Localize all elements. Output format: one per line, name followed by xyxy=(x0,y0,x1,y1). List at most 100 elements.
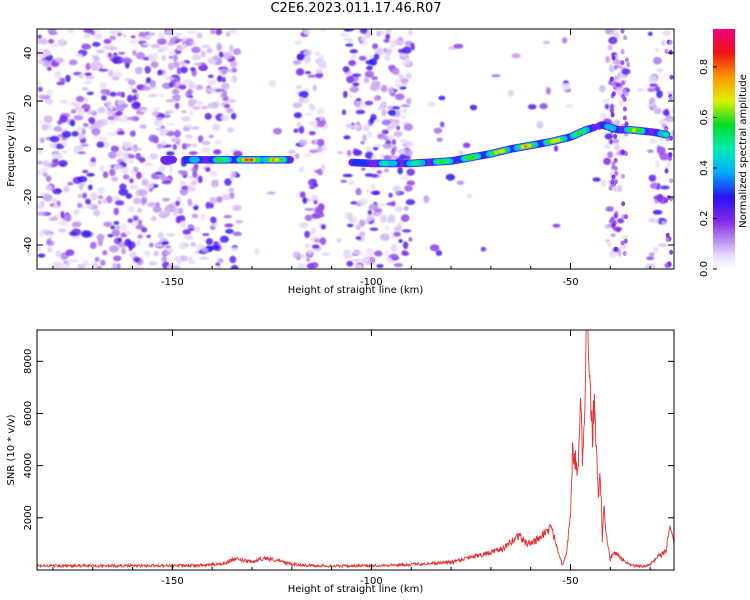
noise-speck xyxy=(385,33,391,40)
noise-speck xyxy=(71,109,76,114)
ridge-blob xyxy=(444,158,451,164)
noise-speck xyxy=(109,91,117,97)
noise-speck xyxy=(157,69,163,76)
noise-speck xyxy=(384,225,390,230)
noise-speck xyxy=(207,79,217,86)
noise-speck xyxy=(186,185,196,192)
noise-speck xyxy=(343,135,351,140)
noise-speck xyxy=(370,174,379,178)
noise-speck xyxy=(115,225,121,230)
noise-speck xyxy=(140,108,149,113)
noise-speck xyxy=(624,214,628,220)
noise-speck xyxy=(399,138,408,144)
noise-speck xyxy=(348,94,354,98)
noise-speck xyxy=(344,29,355,32)
noise-speck xyxy=(200,147,211,153)
y-tick-label: 8000 xyxy=(23,349,34,374)
noise-speck xyxy=(396,125,401,131)
noise-speck xyxy=(42,171,48,177)
noise-speck xyxy=(61,141,69,146)
ridge-blob xyxy=(580,128,587,134)
noise-speck xyxy=(70,119,76,127)
noise-speck xyxy=(224,223,234,228)
noise-speck xyxy=(149,242,154,248)
noise-speck xyxy=(623,238,628,244)
noise-speck xyxy=(374,47,385,56)
noise-speck xyxy=(50,43,60,48)
noise-speck xyxy=(287,149,296,155)
noise-speck xyxy=(319,116,325,121)
noise-speck xyxy=(65,74,71,83)
ridge-blob xyxy=(415,160,421,166)
noise-speck xyxy=(141,227,148,233)
noise-speck xyxy=(37,160,44,165)
noise-speck xyxy=(613,158,618,163)
noise-speck xyxy=(624,121,629,127)
noise-speck xyxy=(313,248,320,252)
noise-speck xyxy=(221,82,230,90)
noise-speck xyxy=(228,188,235,192)
noise-speck xyxy=(647,149,654,153)
noise-speck xyxy=(156,127,162,131)
noise-speck xyxy=(145,77,152,84)
y-tick-label: 6000 xyxy=(23,401,34,426)
noise-speck xyxy=(82,80,92,85)
noise-speck xyxy=(669,178,674,184)
noise-speck xyxy=(112,195,121,202)
noise-speck xyxy=(161,177,172,182)
noise-speck xyxy=(611,161,616,167)
noise-speck xyxy=(88,117,96,123)
noise-speck xyxy=(42,194,53,202)
noise-speck xyxy=(367,209,372,215)
noise-speck xyxy=(196,100,204,106)
noise-speck xyxy=(68,59,78,66)
noise-speck xyxy=(161,256,168,262)
noise-speck xyxy=(77,194,82,199)
noise-speck xyxy=(87,110,97,115)
noise-speck xyxy=(429,244,440,252)
noise-speck xyxy=(612,80,617,85)
noise-speck xyxy=(613,165,618,171)
noise-speck xyxy=(218,51,224,58)
noise-speck xyxy=(95,119,104,128)
noise-speck xyxy=(402,108,407,114)
noise-speck xyxy=(96,141,105,148)
noise-speck xyxy=(69,102,80,106)
noise-speck xyxy=(171,265,181,269)
noise-speck xyxy=(77,151,86,155)
noise-speck xyxy=(77,126,84,132)
noise-speck xyxy=(225,31,231,37)
noise-speck xyxy=(187,224,195,229)
noise-speck xyxy=(175,216,181,224)
noise-speck xyxy=(67,29,75,34)
noise-speck xyxy=(372,43,379,50)
noise-speck xyxy=(190,67,196,72)
noise-speck xyxy=(147,202,157,208)
noise-speck xyxy=(102,171,109,179)
noise-speck xyxy=(153,250,159,257)
noise-speck xyxy=(60,210,65,219)
noise-speck xyxy=(406,99,411,104)
noise-speck xyxy=(388,192,393,198)
noise-speck xyxy=(365,248,375,256)
noise-speck xyxy=(210,216,217,224)
snr-axes: -150 -100 -50 2000 4000 6000 8000 Height of str… xyxy=(6,329,675,595)
noise-speck xyxy=(374,143,382,148)
noise-speck xyxy=(188,111,194,116)
noise-speck xyxy=(62,214,72,222)
noise-speck xyxy=(46,238,52,245)
ridge-blob xyxy=(245,158,248,161)
noise-speck xyxy=(384,250,389,256)
noise-speck xyxy=(93,209,100,217)
noise-speck xyxy=(54,70,62,79)
noise-speck xyxy=(166,122,175,126)
noise-speck xyxy=(86,172,95,177)
noise-speck xyxy=(393,231,401,237)
noise-speck xyxy=(114,200,125,206)
noise-speck xyxy=(200,44,211,49)
noise-speck xyxy=(40,167,48,173)
colorbar-tick-label: 0.2 xyxy=(699,211,710,227)
noise-speck xyxy=(122,57,133,64)
noise-speck xyxy=(200,50,206,58)
noise-speck xyxy=(294,40,303,45)
